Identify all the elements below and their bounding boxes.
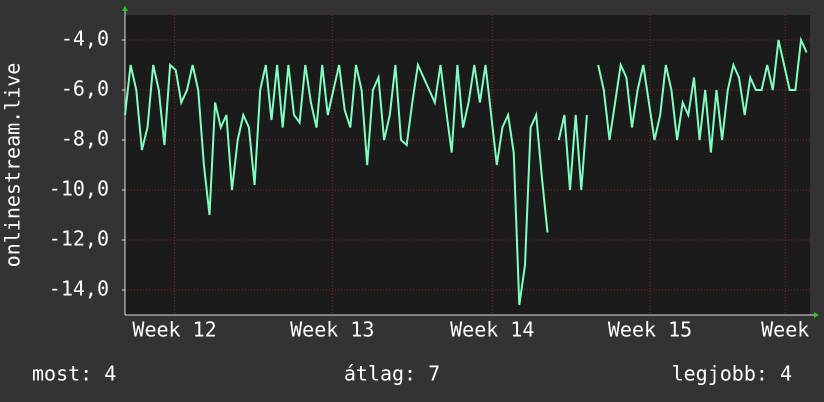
plot-area xyxy=(125,15,810,315)
data-line xyxy=(124,36,808,306)
axis-arrow xyxy=(814,312,819,318)
y-tick-label: -10,0 xyxy=(49,177,109,201)
footer-best: legjobb: 4 xyxy=(672,362,792,386)
x-tick-label: Week xyxy=(761,318,809,342)
y-tick-label: -6,0 xyxy=(61,77,109,101)
y-tick-label: -14,0 xyxy=(49,277,109,301)
footer-current: most: 4 xyxy=(32,362,116,386)
x-tick-label: Week 12 xyxy=(132,318,216,342)
footer-average: átlag: 7 xyxy=(344,362,440,386)
y-axis-label: onlinestream.live xyxy=(1,63,25,268)
x-tick-label: Week 15 xyxy=(608,318,692,342)
x-tick-label: Week 14 xyxy=(450,318,534,342)
x-tick-label: Week 13 xyxy=(290,318,374,342)
y-tick-label: -8,0 xyxy=(61,127,109,151)
y-tick-label: -12,0 xyxy=(49,227,109,251)
axis-arrow xyxy=(122,6,128,11)
y-tick-label: -4,0 xyxy=(61,27,109,51)
